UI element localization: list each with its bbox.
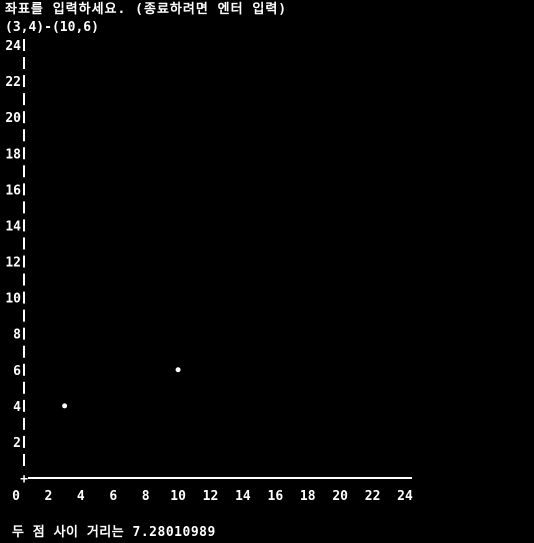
x-tick-label: 16 <box>268 489 284 504</box>
y-tick-label: 20 <box>5 111 21 126</box>
y-tick-label: 24 <box>5 39 21 54</box>
y-tick-label: 12 <box>5 256 21 271</box>
y-tick-label: 18 <box>5 147 21 162</box>
x-axis: +0 2 4 6 8 10 12 14 16 18 20 22 24 <box>12 472 413 504</box>
y-tick-label: 2 <box>13 436 21 451</box>
coordinate-input-echo: (3,4)-(10,6) <box>5 20 99 35</box>
data-point <box>62 403 68 409</box>
x-tick-label: 12 <box>203 489 219 504</box>
y-tick-label: 10 <box>5 292 21 307</box>
x-tick-label: 14 <box>235 489 251 504</box>
y-tick-label: 14 <box>5 219 21 234</box>
x-tick-label: 4 <box>77 489 85 504</box>
y-tick-label: 8 <box>13 328 21 343</box>
prompt-text: 좌표를 입력하세요. (종료하려면 엔터 입력) <box>5 2 288 17</box>
x-tick-label: 2 <box>45 489 53 504</box>
y-tick-label: 16 <box>5 183 21 198</box>
plot-points <box>62 367 181 409</box>
y-tick-label: 22 <box>5 75 21 90</box>
origin-marker: + <box>20 472 28 487</box>
x-tick-label: 10 <box>170 489 186 504</box>
y-tick-label: 6 <box>13 364 21 379</box>
x-tick-label: 0 <box>12 489 20 504</box>
x-tick-label: 18 <box>300 489 316 504</box>
data-point <box>175 367 181 373</box>
x-tick-label: 22 <box>365 489 381 504</box>
x-tick-label: 8 <box>142 489 150 504</box>
x-tick-label: 6 <box>109 489 117 504</box>
x-tick-label: 24 <box>397 489 413 504</box>
x-tick-label: 20 <box>332 489 348 504</box>
distance-result: 두 점 사이 거리는 7.28010989 <box>12 525 216 540</box>
y-tick-label: 4 <box>13 400 21 415</box>
